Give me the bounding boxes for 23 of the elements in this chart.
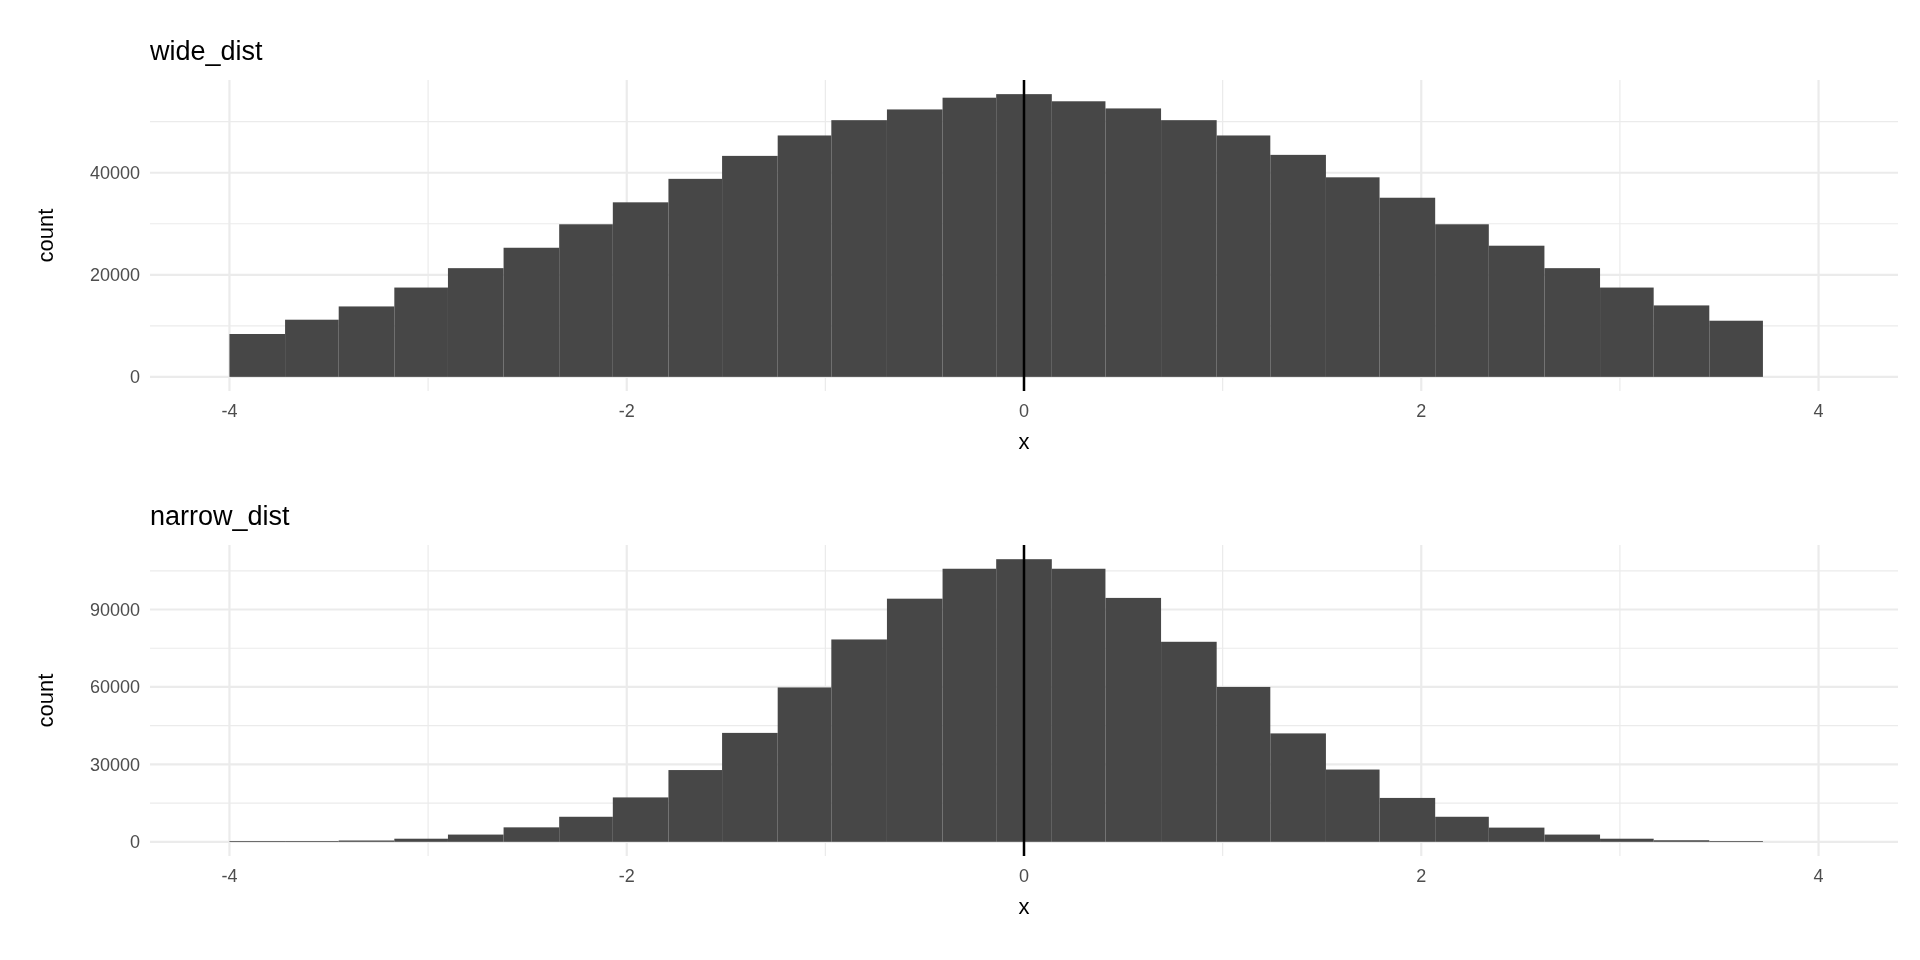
- y-tick-label: 40000: [89, 163, 140, 184]
- y-tick-label: 0: [129, 832, 140, 853]
- x-tick-label: 0: [1018, 866, 1030, 886]
- y-tick-label: 20000: [89, 265, 140, 286]
- x-tick-label: 0: [1018, 401, 1030, 421]
- chart-title: wide_dist: [149, 36, 264, 66]
- y-tick-label: 90000: [89, 599, 140, 620]
- x-axis-title: x: [1018, 429, 1030, 454]
- x-tick-label: -4: [221, 866, 238, 886]
- x-tick-label: 4: [1813, 866, 1824, 886]
- chart-title: narrow_dist: [150, 501, 291, 531]
- y-axis-title: count: [33, 208, 58, 263]
- y-tick-label: 30000: [89, 754, 140, 775]
- x-tick-label: -2: [618, 866, 635, 886]
- y-tick-label: 60000: [89, 677, 140, 698]
- x-tick-label: 4: [1813, 401, 1824, 421]
- x-axis-title: x: [1018, 894, 1030, 919]
- x-tick-label: -2: [618, 401, 635, 421]
- x-tick-label: -4: [221, 401, 238, 421]
- x-tick-label: 2: [1416, 866, 1427, 886]
- x-tick-label: 2: [1416, 401, 1427, 421]
- y-axis-title: count: [33, 673, 58, 728]
- y-tick-label: 0: [129, 367, 140, 388]
